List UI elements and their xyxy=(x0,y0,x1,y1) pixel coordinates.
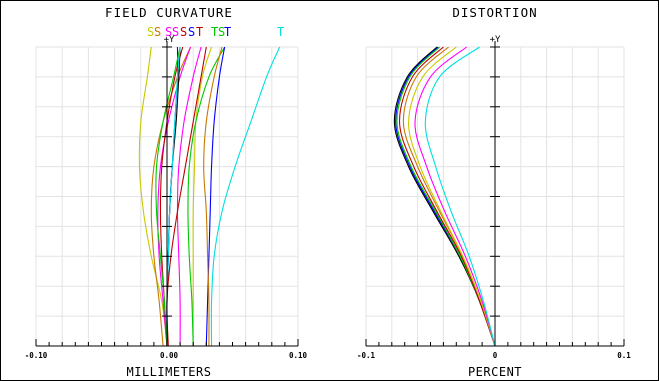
legend-entry: S xyxy=(172,25,179,39)
series-line xyxy=(203,46,223,347)
legend-entry: S xyxy=(218,25,225,39)
series-line xyxy=(138,46,168,347)
distortion-tick-label: 0.1 xyxy=(617,351,631,360)
field-curvature-tick-label: -0.10 xyxy=(25,351,48,360)
field-curvature-tick-label: 0.00 xyxy=(160,351,179,360)
field-curvature-title: FIELD CURVATURE xyxy=(105,5,233,20)
series-line xyxy=(398,46,496,347)
distortion-curves xyxy=(393,46,496,347)
field-curvature-x-axis-label: MILLIMETERS xyxy=(127,365,212,379)
distortion-axes xyxy=(365,41,625,347)
distortion-x-axis-label: PERCENT xyxy=(468,365,522,379)
legend-entry: T xyxy=(196,25,203,39)
series-line xyxy=(414,46,496,347)
legend-entry: S xyxy=(154,25,161,39)
distortion-tick-label: -0.1 xyxy=(357,351,376,360)
legend-entry: S xyxy=(188,25,195,39)
series-line xyxy=(205,46,226,347)
distortion-title: DISTORTION xyxy=(452,5,537,20)
series-line xyxy=(424,46,496,347)
field-curvature-axes xyxy=(35,41,299,347)
field-curvature-tick-label: 0.10 xyxy=(289,351,308,360)
distortion-panel: DISTORTION +Y -0.1 0 0.1 PERCENT xyxy=(357,5,631,379)
legend-entry: T xyxy=(277,25,284,39)
legend-entry: S xyxy=(165,25,172,39)
field-curvature-legend: S S S S S S T T ST T xyxy=(147,25,284,39)
series-line xyxy=(150,46,192,347)
legend-entry: S xyxy=(147,25,154,39)
field-curvature-panel: FIELD CURVATURE S S S S S S T T ST T +Y -0.10 0.0… xyxy=(25,5,308,379)
distortion-y-axis-label: +Y xyxy=(490,35,501,45)
series-line xyxy=(408,46,496,347)
distortion-tick-label: 0 xyxy=(493,351,498,360)
legend-entry: T xyxy=(224,25,231,39)
series-line xyxy=(210,46,281,347)
field-curvature-y-axis-label: +Y xyxy=(164,35,175,45)
series-line xyxy=(192,46,213,347)
field-curvature-curves xyxy=(138,46,281,347)
legend-entry: T xyxy=(211,25,218,39)
legend-entry: S xyxy=(180,25,187,39)
series-line xyxy=(187,46,226,347)
series-line xyxy=(155,46,181,347)
series-line xyxy=(176,46,202,347)
